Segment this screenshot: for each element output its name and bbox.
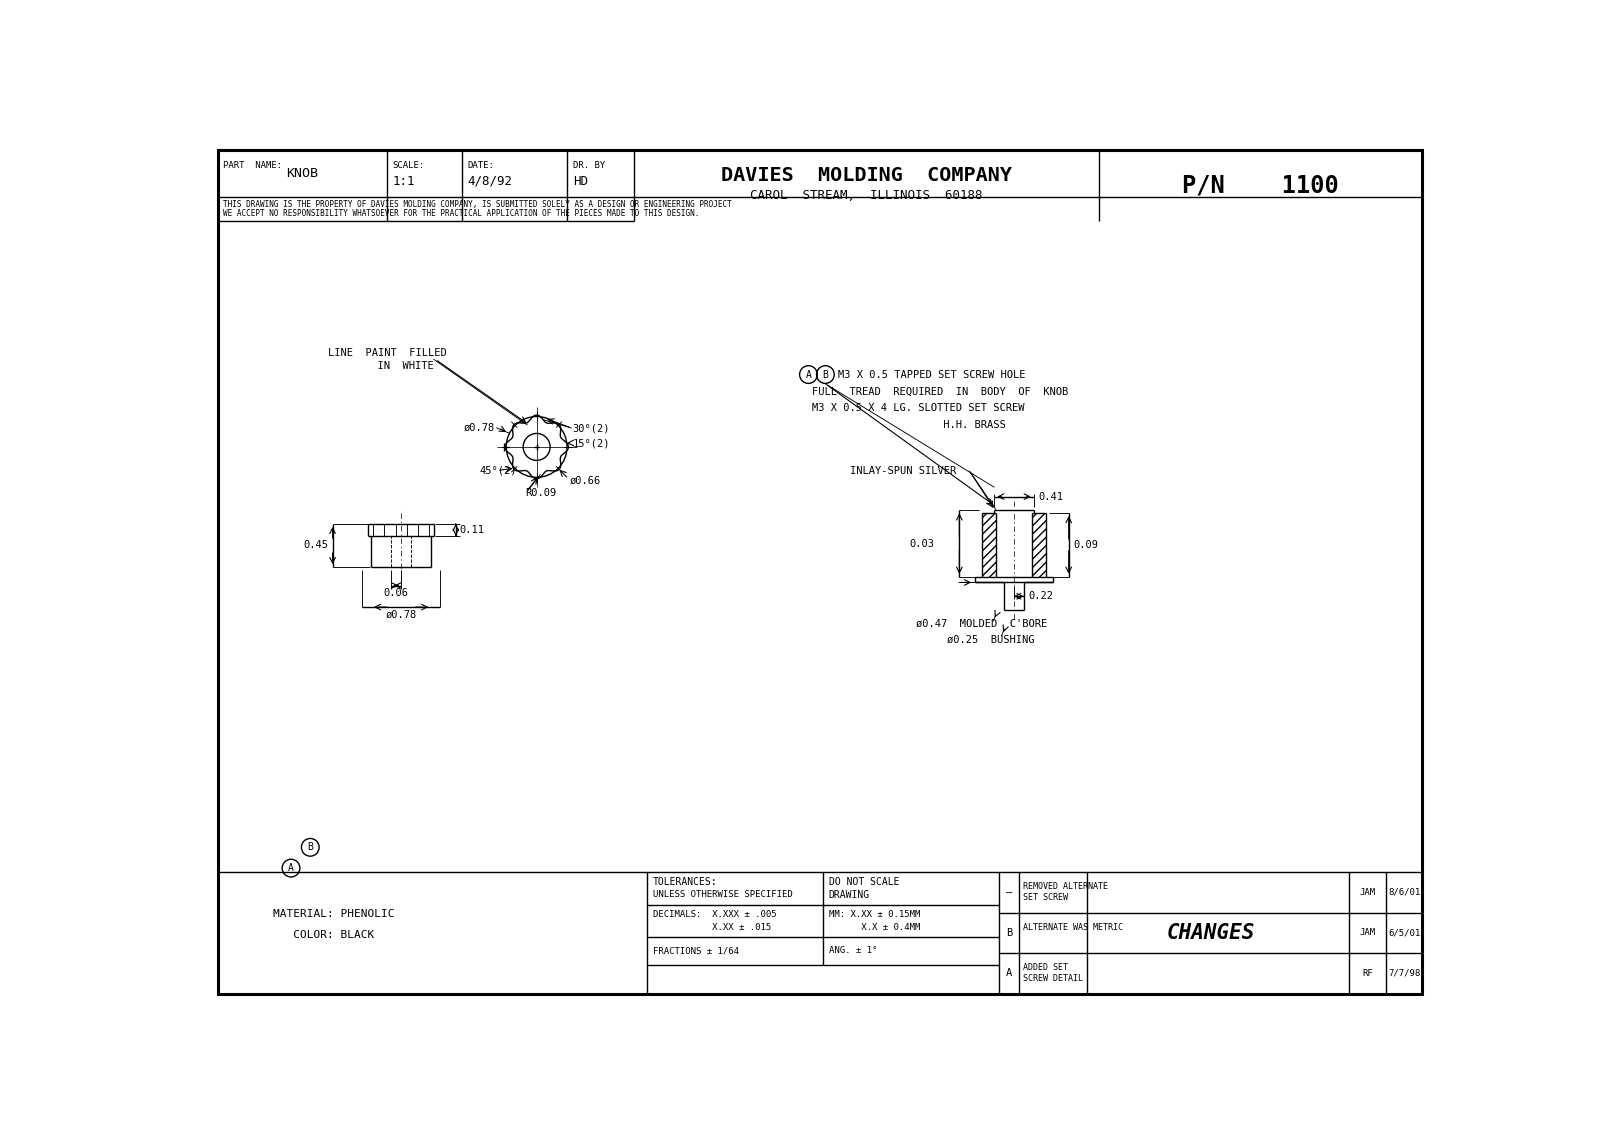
Text: M3 X 0.5 X 4 LG. SLOTTED SET SCREW: M3 X 0.5 X 4 LG. SLOTTED SET SCREW	[813, 403, 1024, 413]
Text: COLOR: BLACK: COLOR: BLACK	[274, 931, 374, 940]
Text: ø0.78: ø0.78	[386, 610, 416, 620]
Text: 0.41: 0.41	[1038, 491, 1064, 501]
Text: FULL  TREAD  REQUIRED  IN  BODY  OF  KNOB: FULL TREAD REQUIRED IN BODY OF KNOB	[813, 386, 1069, 396]
Text: 0.03: 0.03	[910, 539, 934, 549]
Text: 0.11: 0.11	[459, 525, 485, 535]
Text: DAVIES  MOLDING  COMPANY: DAVIES MOLDING COMPANY	[720, 165, 1011, 185]
Text: DO NOT SCALE: DO NOT SCALE	[829, 877, 899, 887]
Text: SET SCREW: SET SCREW	[1024, 893, 1069, 902]
Text: A: A	[1006, 968, 1013, 978]
Text: DECIMALS:  X.XXX ± .005: DECIMALS: X.XXX ± .005	[653, 910, 776, 919]
Text: 0.22: 0.22	[1029, 591, 1053, 601]
Text: KNOB: KNOB	[286, 168, 318, 180]
Text: 4/8/92: 4/8/92	[467, 174, 512, 188]
Text: CAROL  STREAM,  ILLINOIS  60188: CAROL STREAM, ILLINOIS 60188	[750, 189, 982, 201]
Text: P/N    1100: P/N 1100	[1182, 173, 1339, 197]
Text: B: B	[1006, 928, 1013, 937]
Text: 15°(2): 15°(2)	[573, 438, 610, 448]
Text: THIS DRAWING IS THE PROPERTY OF DAVIES MOLDING COMPANY, IS SUBMITTED SOLELY AS A: THIS DRAWING IS THE PROPERTY OF DAVIES M…	[224, 200, 733, 209]
Bar	[1032, 513, 1046, 576]
Text: SCALE:: SCALE:	[392, 162, 426, 171]
Text: 0.09: 0.09	[1074, 540, 1098, 550]
Text: CHANGES: CHANGES	[1166, 923, 1254, 943]
Text: ø0.25  BUSHING: ø0.25 BUSHING	[947, 634, 1034, 644]
Text: B: B	[307, 842, 314, 852]
Text: REMOVED ALTERNATE: REMOVED ALTERNATE	[1024, 882, 1109, 891]
Text: A: A	[805, 369, 811, 379]
Text: H.H. BRASS: H.H. BRASS	[813, 420, 1006, 430]
Text: X.XX ± .015: X.XX ± .015	[653, 923, 771, 932]
Text: JAM: JAM	[1360, 928, 1376, 937]
Text: 6/5/01: 6/5/01	[1387, 928, 1421, 937]
Text: X.X ± 0.4MM: X.X ± 0.4MM	[829, 923, 920, 932]
Text: ALTERNATE WAS METRIC: ALTERNATE WAS METRIC	[1024, 923, 1123, 932]
Text: 1:1: 1:1	[392, 174, 414, 188]
Text: SCREW DETAIL: SCREW DETAIL	[1024, 975, 1083, 984]
Text: UNLESS OTHERWISE SPECIFIED: UNLESS OTHERWISE SPECIFIED	[653, 890, 792, 899]
Text: 45°(2): 45°(2)	[480, 465, 517, 475]
Text: B: B	[822, 369, 829, 379]
Text: M3 X 0.5 TAPPED SET SCREW HOLE: M3 X 0.5 TAPPED SET SCREW HOLE	[838, 369, 1026, 379]
Text: ANG. ± 1°: ANG. ± 1°	[829, 946, 877, 955]
Text: R0.09: R0.09	[525, 488, 557, 498]
Text: WE ACCEPT NO RESPONSIBILITY WHATSOEVER FOR THE PRACTICAL APPLICATION OF THE PIEC: WE ACCEPT NO RESPONSIBILITY WHATSOEVER F…	[224, 209, 699, 218]
Text: MATERIAL: PHENOLIC: MATERIAL: PHENOLIC	[274, 909, 395, 919]
Text: DRAWING: DRAWING	[829, 890, 870, 900]
Text: FRACTIONS ± 1/64: FRACTIONS ± 1/64	[653, 946, 739, 955]
Text: RF: RF	[1362, 969, 1373, 978]
Text: IN  WHITE: IN WHITE	[341, 361, 434, 371]
Text: INLAY-SPUN SILVER: INLAY-SPUN SILVER	[850, 465, 957, 475]
Text: JAM: JAM	[1360, 887, 1376, 897]
Text: 0.06: 0.06	[384, 589, 410, 598]
Text: ø0.66: ø0.66	[570, 475, 600, 486]
Text: —: —	[1006, 887, 1013, 898]
Text: ø0.47  MOLDED  C'BORE: ø0.47 MOLDED C'BORE	[917, 619, 1048, 629]
Text: TOLERANCES:: TOLERANCES:	[653, 877, 717, 887]
Text: MM: X.XX ± 0.15MM: MM: X.XX ± 0.15MM	[829, 910, 920, 919]
Text: HD: HD	[573, 174, 587, 188]
Text: DATE:: DATE:	[467, 162, 494, 171]
Text: ADDED SET: ADDED SET	[1024, 963, 1069, 972]
Text: A: A	[288, 863, 294, 873]
Text: 8/6/01: 8/6/01	[1387, 887, 1421, 897]
Text: 0.45: 0.45	[302, 540, 328, 550]
Bar	[982, 513, 995, 576]
Text: DR. BY: DR. BY	[573, 162, 605, 171]
Text: 7/7/98: 7/7/98	[1387, 969, 1421, 978]
Text: LINE  PAINT  FILLED: LINE PAINT FILLED	[328, 348, 446, 358]
Text: 30°(2): 30°(2)	[573, 423, 610, 434]
Text: PART  NAME:: PART NAME:	[224, 162, 282, 171]
Text: ø0.78: ø0.78	[464, 422, 494, 432]
